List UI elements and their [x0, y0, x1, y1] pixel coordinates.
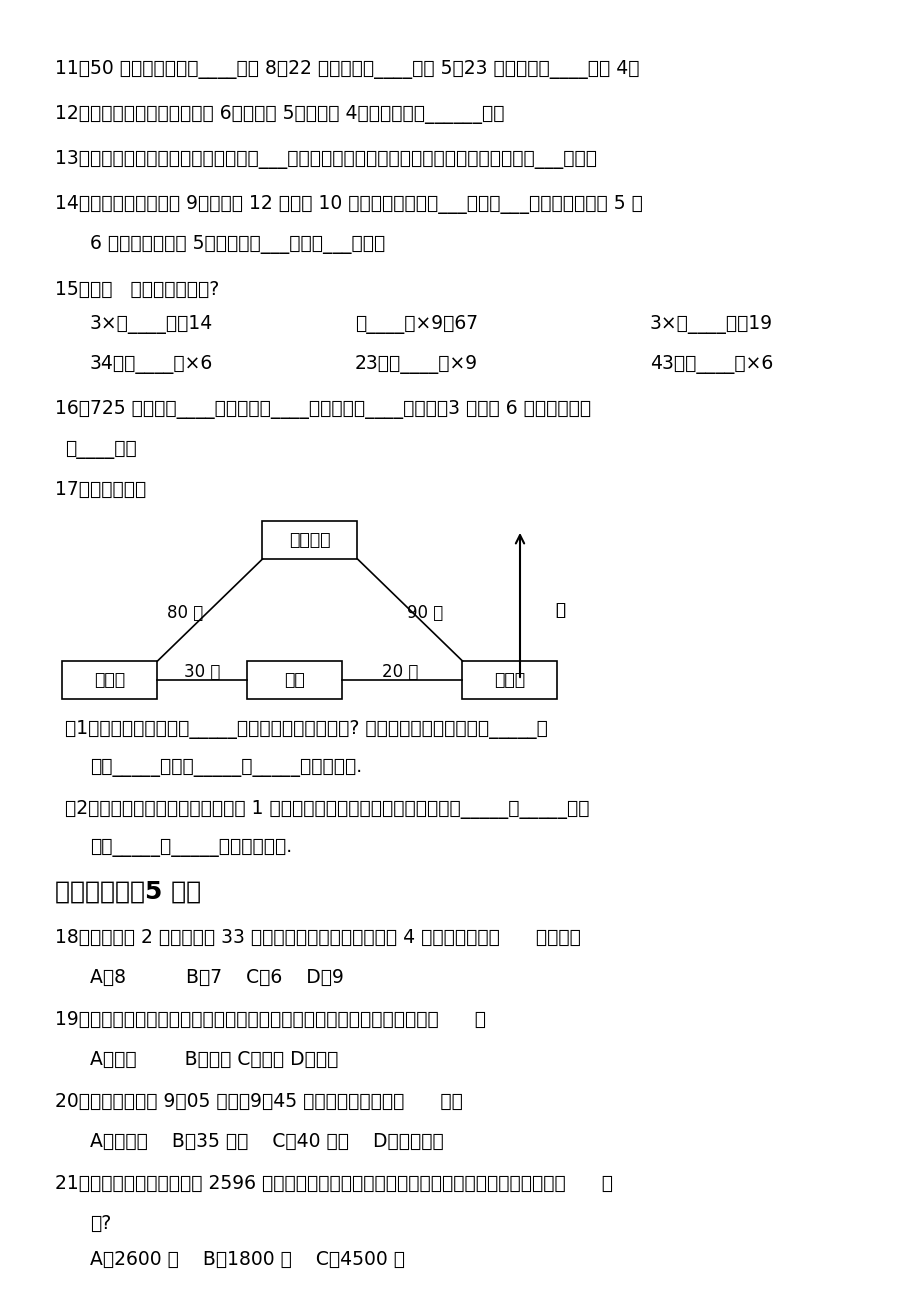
Text: 6 之间，分针指着 5，这时是（___）时（___）分。: 6 之间，分针指着 5，这时是（___）时（___）分。 [90, 234, 385, 254]
Text: A．东北        B．东南 C．西北 D．西南: A．东北 B．东南 C．西北 D．西南 [90, 1049, 338, 1069]
Text: A．2600 本    B．1800 本    C．4500 本: A．2600 本 B．1800 本 C．4500 本 [90, 1250, 404, 1269]
Text: 14．钟面上时针刚走过 9，分针从 12 起走了 10 个小格，这时是（___）时（___）分。时针指在 5 和: 14．钟面上时针刚走过 9，分针从 12 起走了 10 个小格，这时是（___）… [55, 195, 642, 214]
Text: 妙妙家: 妙妙家 [494, 671, 525, 689]
Text: 80 米: 80 米 [166, 604, 203, 622]
Text: 90 米: 90 米 [406, 604, 443, 622]
Text: 3×（____）＜14: 3×（____）＜14 [90, 315, 213, 335]
Text: 43＞（____）×6: 43＞（____）×6 [650, 355, 772, 374]
Text: 18．二年级的 2 位老师带着 33 名学生去划船，每条船可以坐 4 人，至少要租（      ）条船。: 18．二年级的 2 位老师带着 33 名学生去划船，每条船可以坐 4 人，至少要… [55, 928, 580, 947]
Text: 3×（____）＜19: 3×（____）＜19 [650, 315, 772, 335]
Text: 13．傍晚，你面对夕阳，你的后面是（___）面。小华家在学校的西南面，学校在小华家的（___）面。: 13．傍晚，你面对夕阳，你的后面是（___）面。小华家在学校的西南面，学校在小华… [55, 150, 596, 169]
Text: 20 米: 20 米 [381, 663, 418, 681]
Text: 再向_____走_____米就到妙妙家.: 再向_____走_____米就到妙妙家. [90, 838, 292, 857]
Text: 12．在一道除法算式里，商是 6，余数是 5，除数是 4，被除数是（______）。: 12．在一道除法算式里，商是 6，余数是 5，除数是 4，被除数是（______… [55, 105, 504, 124]
Text: 30 米: 30 米 [184, 663, 220, 681]
Bar [62, 661, 157, 699]
Text: 11．50 的里面最多有（____）个 8；22 里最多有（____）个 5；23 里最多有（____）个 4。: 11．50 的里面最多有（____）个 8；22 里最多有（____）个 5；2… [55, 60, 639, 79]
Text: 二、选择题（5 分）: 二、选择题（5 分） [55, 880, 201, 904]
Text: （____）×9＜67: （____）×9＜67 [355, 315, 478, 335]
Text: 17．我当小向导: 17．我当小向导 [55, 480, 146, 499]
Text: 23＞（____）×9: 23＞（____）×9 [355, 355, 478, 374]
Text: 15．在（   ）里最大能填几?: 15．在（ ）里最大能填几? [55, 280, 219, 299]
Bar [462, 661, 557, 699]
Text: 儿童乐园: 儿童乐园 [289, 531, 331, 549]
Text: A．半小时    B．35 分钟    C．40 分钟    D．无法确定: A．半小时 B．35 分钟 C．40 分钟 D．无法确定 [90, 1131, 443, 1151]
Text: 16．725 里面有（____）个百、（____）个十和（____）个一；3 个百和 6 个一合起来是: 16．725 里面有（____）个百、（____）个十和（____）个一；3 个… [55, 400, 591, 419]
Text: 19．学校在芳芳家的正北面，动物园在芳芳家的正东面，动物园在学校的（      ）: 19．学校在芳芳家的正北面，动物园在芳芳家的正东面，动物园在学校的（ ） [55, 1010, 485, 1029]
Text: （____）。: （____）。 [65, 440, 137, 460]
Text: （1）奇奇家到妙妙家有_____条路，你想选择哪条路? 走近路到妙妙家应该先向_____走: （1）奇奇家到妙妙家有_____条路，你想选择哪条路? 走近路到妙妙家应该先向_… [65, 720, 548, 740]
Text: 北: 北 [554, 602, 564, 618]
Text: （2）如果奇奇从家先到儿童乐园玩 1 小时，再到妙妙家，经过的路线是先向_____走_____米，: （2）如果奇奇从家先到儿童乐园玩 1 小时，再到妙妙家，经过的路线是先向____… [65, 799, 589, 819]
Bar [262, 521, 357, 559]
Text: 20．早上第二节课 9：05 上课，9：45 下课，这节课上了（      ）。: 20．早上第二节课 9：05 上课，9：45 下课，这节课上了（ ）。 [55, 1092, 462, 1111]
Text: 34＞（____）×6: 34＞（____）×6 [90, 355, 213, 374]
Text: 北: 北 [554, 602, 564, 618]
Text: 米到_____，再向_____走_____米到妙妙家.: 米到_____，再向_____走_____米到妙妙家. [90, 758, 362, 777]
Text: A．8          B．7    C．6    D．9: A．8 B．7 C．6 D．9 [90, 967, 344, 987]
Text: 21．某书店二月份销售图书 2596 本，三月份的销售额和二月份差不多。三月份可能销售图书（      ）: 21．某书店二月份销售图书 2596 本，三月份的销售额和二月份差不多。三月份可… [55, 1174, 612, 1193]
Text: 奇奇家: 奇奇家 [95, 671, 125, 689]
Text: 本?: 本? [90, 1213, 111, 1233]
Text: 学校: 学校 [284, 671, 305, 689]
Bar [247, 661, 342, 699]
